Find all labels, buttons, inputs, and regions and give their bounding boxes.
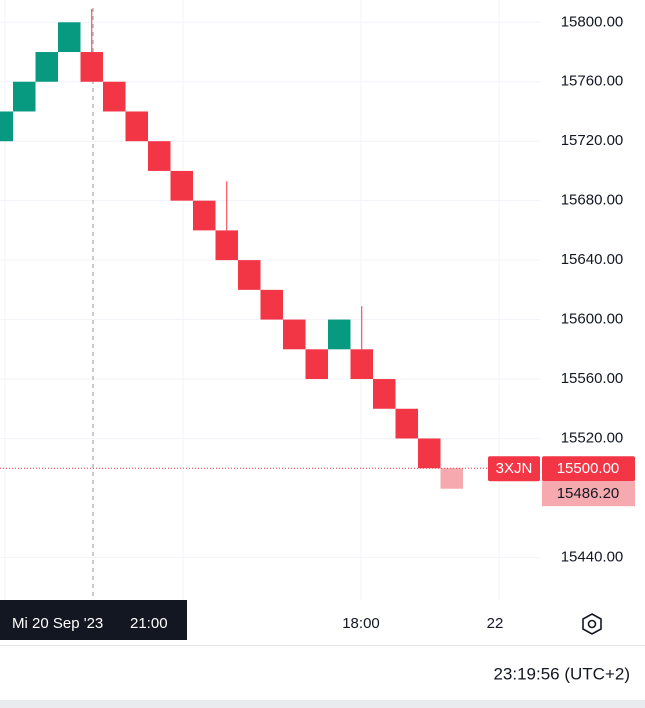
brick: [193, 200, 216, 231]
current-price-label: 15486.20: [557, 485, 620, 502]
brick: [283, 319, 306, 350]
y-tick-label: 15440.00: [561, 548, 624, 565]
y-tick-label: 15760.00: [561, 73, 624, 90]
brick: [305, 349, 328, 380]
brick: [373, 379, 396, 409]
settings-hexagon[interactable]: [582, 613, 602, 635]
y-tick-label: 15720.00: [561, 132, 624, 149]
x-tick-label: 22: [487, 615, 504, 632]
status-clock: 23:19:56 (UTC+2): [493, 664, 630, 683]
brick: [328, 319, 351, 350]
brick: [125, 111, 148, 142]
y-tick-label: 15800.00: [561, 13, 624, 30]
brick: [418, 438, 441, 469]
settings-icon[interactable]: [582, 613, 602, 635]
brick: [80, 52, 103, 82]
brick: [103, 81, 126, 112]
brick: [58, 22, 81, 53]
symbol-tag-box: [488, 456, 540, 482]
bottom-strip: [0, 700, 645, 708]
last-price-box: [542, 456, 635, 482]
current-price-box: [542, 481, 635, 507]
brick: [215, 230, 238, 261]
brick: [260, 289, 283, 320]
x-tick-label: 18:00: [342, 615, 380, 632]
y-tick-label: 15600.00: [561, 311, 624, 328]
brick: [13, 81, 36, 112]
grid: [0, 0, 540, 600]
y-tick-label: 15560.00: [561, 370, 624, 387]
brick: [440, 468, 463, 489]
y-tick-label: 15680.00: [561, 192, 624, 209]
brick: [148, 141, 171, 171]
crosshair-time: 21:00: [130, 615, 168, 632]
brick: [0, 111, 13, 142]
crosshair-label-box: [0, 600, 187, 640]
brick: [238, 260, 261, 290]
brick: [395, 408, 418, 439]
brick: [170, 170, 193, 201]
bricks: [0, 8, 540, 489]
settings-center[interactable]: [587, 619, 597, 629]
y-tick-label: 15520.00: [561, 429, 624, 446]
last-price-label: 15500.00: [557, 460, 620, 477]
crosshair-date: Mi 20 Sep '23: [12, 615, 103, 632]
symbol-tag: 3XJN: [496, 460, 533, 477]
axis-labels: 15440.00 15520.00 15560.00 15600.00 15640.00…: [342, 13, 635, 632]
y-tick-label: 15640.00: [561, 251, 624, 268]
brick: [35, 52, 58, 82]
brick: [350, 349, 373, 380]
